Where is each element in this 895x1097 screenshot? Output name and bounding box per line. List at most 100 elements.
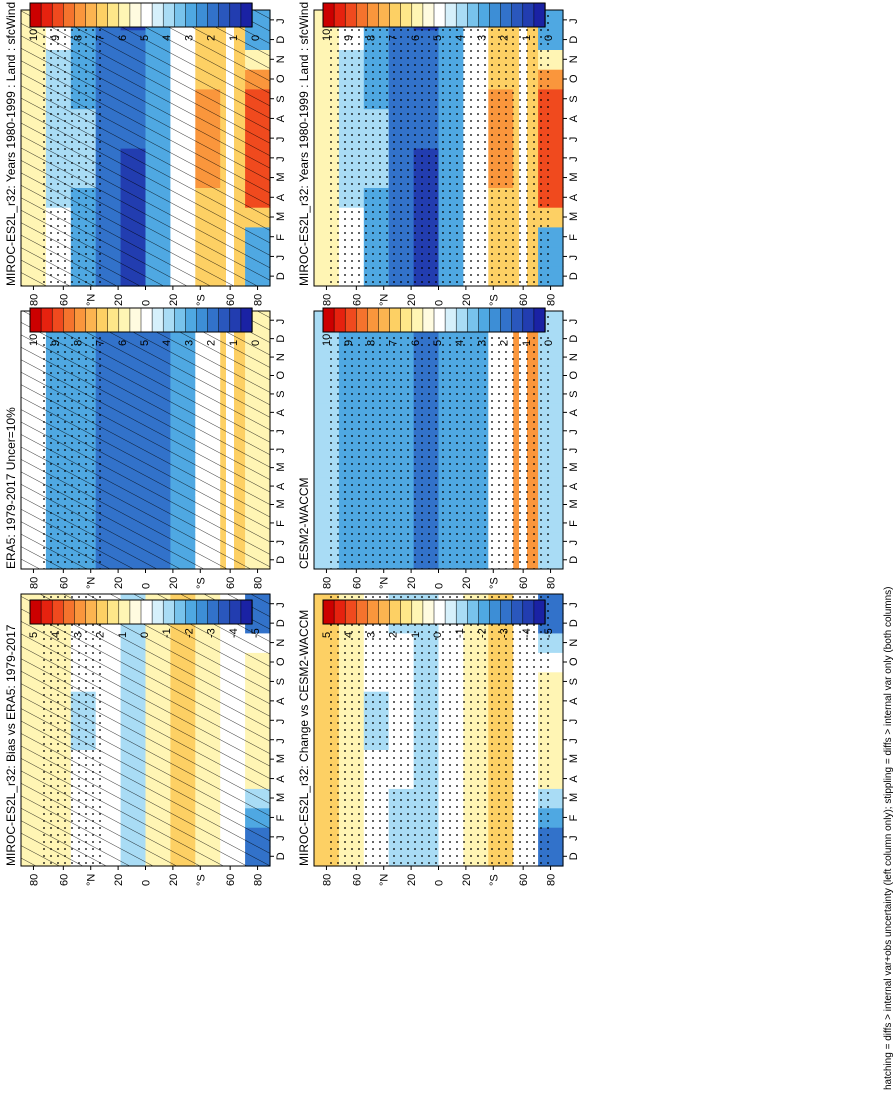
colorbar-swatch [185, 599, 198, 625]
colorbar-tick-label: 10 [28, 334, 40, 346]
colorbar-frame [29, 307, 253, 333]
month-label: A [275, 775, 287, 783]
month-label: O [568, 657, 580, 666]
lat-tick-label: 80 [321, 577, 333, 589]
colorbar-swatch [467, 2, 480, 28]
lat-tick-label: 80 [321, 294, 333, 306]
colorbar-tick-label: 3 [365, 632, 377, 638]
colorbar-swatch [422, 599, 435, 625]
colorbar-swatch [389, 307, 402, 333]
colorbar-swatch [511, 599, 524, 625]
month-label: D [568, 335, 580, 343]
month-label: J [568, 738, 580, 744]
colorbar-tick-label: 0 [543, 35, 555, 41]
month-label: J [275, 255, 287, 261]
colorbar-swatch [185, 307, 198, 333]
colorbar-swatch [322, 307, 335, 333]
colorbar-swatch [478, 307, 491, 333]
colorbar-swatch [444, 599, 457, 625]
colorbar-swatch [207, 2, 220, 28]
lat-tick-label: 80 [29, 874, 41, 886]
colorbar-tick-label: 1 [228, 340, 240, 346]
month-label: D [568, 852, 580, 860]
chart-panel-4: 80 60 °N 20 0 20 °S 60 80DJFMAMJJASONDJMIROC-ES2… [297, 0, 580, 306]
lat-tick-label: 20 [113, 294, 125, 306]
lat-tick-label: °S [488, 874, 500, 886]
colorbar-tick-label: 4 [50, 632, 62, 638]
colorbar-swatch [500, 2, 513, 28]
colorbar-tick-label: 1 [228, 35, 240, 41]
colorbar-swatch [118, 599, 131, 625]
colorbar-tick-label: 2 [499, 35, 511, 41]
lat-tick-label: 60 [58, 874, 70, 886]
colorbar-tick-label: 4 [343, 632, 355, 638]
month-label: F [568, 520, 580, 527]
colorbar-swatch [151, 599, 164, 625]
colorbar-tick-label: 5 [139, 340, 151, 346]
lat-tick-label: 80 [546, 577, 558, 589]
colorbar-swatch [63, 307, 76, 333]
month-label: J [275, 835, 287, 841]
colorbar-swatch [129, 2, 142, 28]
lat-tick-label: 20 [406, 577, 418, 589]
colorbar-tick-label: 8 [365, 35, 377, 41]
colorbar-tick-label: 2 [499, 340, 511, 346]
colorbar-swatch [196, 2, 209, 28]
month-label: J [275, 156, 287, 162]
colorbar-swatch [522, 2, 535, 28]
colorbar-swatch [107, 307, 120, 333]
month-label: M [275, 462, 287, 471]
month-label: M [568, 462, 580, 471]
colorbar-swatch [151, 2, 164, 28]
lat-tick-label: 20 [168, 874, 180, 886]
colorbar-swatch [433, 307, 446, 333]
colorbar-swatch [40, 2, 53, 28]
colorbar-tick-label: -1 [454, 628, 466, 638]
colorbar-swatch [63, 2, 76, 28]
colorbar-swatch [455, 307, 468, 333]
colorbar-swatch [378, 307, 391, 333]
lat-tick-label: 80 [546, 874, 558, 886]
lat-tick-label: °S [488, 294, 500, 306]
colorbar-tick-label: 4 [161, 340, 173, 346]
month-label: O [275, 74, 287, 83]
stippling-overlay [40, 594, 104, 866]
month-label: A [275, 408, 287, 416]
month-label: J [568, 835, 580, 841]
colorbar-tick-label: 6 [410, 340, 422, 346]
lat-tick-label: 20 [168, 577, 180, 589]
colorbar-swatch [533, 599, 546, 625]
panel-title: MIROC-ES2L_r32: Years 1980-1999 : Land :… [4, 0, 18, 286]
month-label: A [275, 193, 287, 201]
colorbar-frame [29, 599, 253, 625]
month-label: F [568, 814, 580, 821]
colorbar-swatch [378, 2, 391, 28]
panel-title: CESM2-WACCM [297, 477, 311, 569]
month-label: D [568, 272, 580, 280]
colorbar-swatch [522, 599, 535, 625]
lat-tick-label: °N [379, 577, 391, 589]
colorbar-frame [322, 307, 546, 333]
month-label: D [568, 556, 580, 564]
colorbar-tick-label: 8 [72, 340, 84, 346]
month-label: M [275, 172, 287, 181]
colorbar-tick-label: 7 [388, 35, 400, 41]
colorbar-swatch [74, 2, 87, 28]
lat-tick-label: 80 [253, 874, 265, 886]
colorbar-tick-label: 3 [183, 340, 195, 346]
colorbar-swatch [207, 307, 220, 333]
colorbar-tick-label: 2 [206, 340, 218, 346]
month-label: F [275, 234, 287, 241]
colorbar-tick-label: 9 [50, 340, 62, 346]
colorbar-swatch [140, 2, 153, 28]
colorbar-swatch [511, 2, 524, 28]
month-label: J [275, 448, 287, 454]
colorbar-tick-label: -2 [183, 628, 195, 638]
month-label: S [275, 678, 287, 685]
colorbar-swatch [389, 599, 402, 625]
month-label: D [275, 36, 287, 44]
colorbar-tick-label: 5 [28, 632, 40, 638]
month-label: M [275, 499, 287, 508]
